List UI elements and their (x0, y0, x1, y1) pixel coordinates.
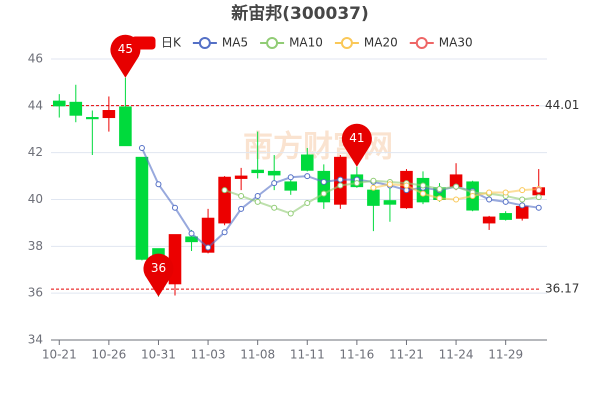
ma-point (205, 244, 212, 251)
reference-label: 36.17 (545, 282, 579, 296)
candle-body (102, 110, 116, 119)
legend-swatch (131, 36, 156, 50)
ma-point (436, 195, 443, 202)
candle-body (119, 106, 132, 147)
y-tick-label: 40 (28, 192, 43, 206)
ma-point (238, 192, 245, 199)
ma-point (370, 177, 377, 184)
y-tick-label: 36 (28, 286, 43, 300)
mark-label: 41 (349, 131, 364, 145)
ma-point (337, 182, 344, 189)
ma-point (320, 190, 327, 197)
ma-point (502, 189, 509, 196)
y-tick-label: 34 (28, 333, 43, 347)
x-tick-label: 11-21 (389, 348, 424, 362)
x-tick-label: 11-11 (290, 348, 325, 362)
ma-point (221, 187, 228, 194)
y-tick-label: 42 (28, 145, 43, 159)
ma-point (155, 181, 162, 188)
ma-point (403, 182, 410, 189)
ma-point (453, 183, 460, 190)
candle-body (135, 156, 149, 260)
legend-label: MA20 (364, 36, 398, 50)
ma-point (535, 194, 542, 201)
y-tick-label: 46 (28, 52, 43, 66)
candle-body (234, 175, 248, 179)
candle-body (499, 213, 512, 220)
candle-body (218, 176, 231, 224)
ma-point (271, 180, 278, 187)
x-tick-label: 11-24 (439, 348, 474, 362)
legend-swatch (198, 37, 211, 49)
ma-point (353, 180, 360, 187)
ma-point (304, 173, 311, 180)
ma-point (172, 204, 178, 211)
candle-body (86, 117, 99, 120)
legend-label: 日K (161, 36, 182, 50)
candle-body (69, 101, 83, 116)
candle-body (201, 217, 215, 253)
candle-body (251, 169, 264, 174)
ma-point (519, 196, 526, 203)
legend-label: MA5 (222, 36, 248, 50)
y-tick-label: 38 (28, 239, 43, 253)
candle-body (383, 200, 397, 205)
x-tick-label: 10-31 (141, 348, 176, 362)
mark-pin (143, 253, 174, 297)
candle-body (300, 154, 314, 171)
mark-label: 36 (151, 261, 166, 275)
candle-body (52, 100, 66, 107)
ma-point (238, 205, 245, 212)
legend-label: MA10 (289, 36, 323, 50)
ma-point (436, 185, 443, 192)
legend-swatch (266, 37, 279, 49)
ma-point (287, 210, 294, 217)
candle-body (284, 181, 298, 191)
ma-point (519, 202, 526, 209)
ma-point (138, 144, 145, 151)
legend-label: MA30 (439, 36, 473, 50)
ma-point (370, 184, 377, 191)
ma-point (420, 190, 426, 197)
ma-point (469, 192, 476, 199)
ma-point (320, 178, 327, 185)
candle-body (317, 170, 331, 203)
ma-point (535, 204, 542, 211)
ma-point (486, 189, 493, 196)
ma-point (254, 192, 261, 199)
ma-point (254, 198, 261, 205)
ma-point (188, 230, 195, 237)
ma-point (453, 196, 460, 203)
ma-point (519, 187, 526, 194)
x-tick-label: 11-29 (488, 348, 523, 362)
reference-label: 44.01 (545, 98, 579, 112)
ma-point (502, 198, 509, 205)
mark-pin (341, 123, 372, 167)
ma-point (287, 174, 294, 181)
legend-swatch (340, 37, 353, 49)
ma-point (386, 181, 393, 188)
ma-point (420, 182, 426, 189)
ma-point (304, 200, 311, 207)
chart-title: 新宙邦(300037) (231, 3, 369, 24)
candle-body (482, 216, 496, 224)
x-tick-label: 11-16 (339, 348, 374, 362)
x-tick-label: 11-03 (191, 348, 226, 362)
ma-point (535, 187, 542, 194)
mark-label: 45 (118, 42, 133, 56)
ma-point (271, 204, 278, 211)
x-tick-label: 10-26 (91, 348, 126, 362)
x-tick-label: 11-08 (240, 348, 275, 362)
ma-point (337, 176, 344, 183)
ma-point (221, 229, 228, 236)
candle-body (367, 189, 380, 206)
candle-body (267, 170, 281, 176)
x-tick-label: 10-21 (42, 348, 77, 362)
legend-swatch (415, 37, 428, 49)
ma-point (486, 196, 493, 203)
y-tick-label: 44 (28, 98, 43, 112)
